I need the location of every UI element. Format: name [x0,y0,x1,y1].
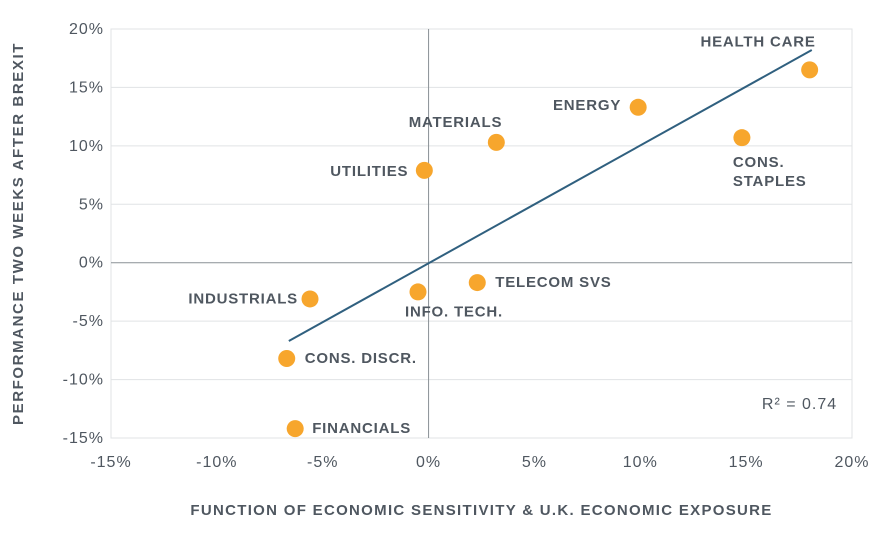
point-label-cons-staples-line2: STAPLES [733,173,807,190]
y-tick-label-15: 15% [69,79,104,96]
x-tick-label-0: 0% [416,454,441,471]
point-utilities [415,161,433,179]
point-telecom-svs [468,274,486,292]
point-cons-staples [733,129,751,147]
point-label-cons-discr: CONS. DISCR. [305,350,417,367]
point-label-cons-staples-line1: CONS. [733,154,785,171]
x-axis-title: FUNCTION OF ECONOMIC SENSITIVITY & U.K. … [111,502,852,519]
y-tick-label--15: -15% [63,430,104,447]
point-label-energy: ENERGY [553,97,621,114]
y-tick-label--5: -5% [73,313,104,330]
point-label-industrials: INDUSTRIALS [188,290,298,307]
x-tick-label--10: -10% [196,454,237,471]
x-tick-label-5: 5% [522,454,547,471]
r-squared-annotation: R² = 0.74 [762,396,837,413]
y-tick-label-0: 0% [79,255,104,272]
point-label-utilities: UTILITIES [330,163,408,180]
point-financials [286,420,304,438]
plot-border [110,28,853,439]
point-energy [629,98,647,116]
point-label-materials: MATERIALS [409,114,503,131]
point-info-tech [409,283,427,301]
point-label-telecom-svs: TELECOM SVS [495,274,611,291]
y-tick-label-20: 20% [69,21,104,38]
x-tick-label-15: 15% [729,454,764,471]
point-label-health-care: HEALTH CARE [700,33,815,50]
x-axis-title-text: FUNCTION OF ECONOMIC SENSITIVITY & U.K. … [190,502,773,519]
point-label-info-tech: INFO. TECH. [405,303,503,320]
x-tick-label-10: 10% [623,454,658,471]
x-tick-label--15: -15% [90,454,131,471]
point-industrials [301,290,319,308]
point-cons-discr [278,350,296,368]
trend-line [288,49,813,342]
x-tick-label--5: -5% [307,454,338,471]
y-tick-label-5: 5% [79,196,104,213]
point-health-care [801,61,819,79]
y-tick-label--10: -10% [63,372,104,389]
point-label-financials: FINANCIALS [312,420,411,437]
y-tick-label-10: 10% [69,138,104,155]
x-tick-label-20: 20% [834,454,869,471]
point-materials [487,133,505,151]
